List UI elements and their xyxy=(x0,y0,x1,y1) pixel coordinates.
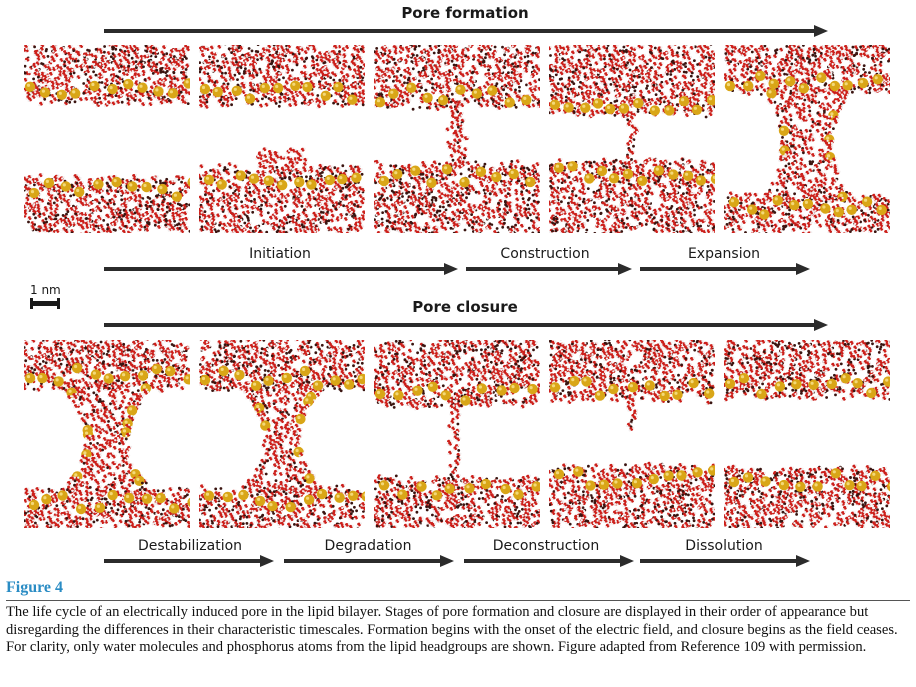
formation-panel-4 xyxy=(549,45,715,233)
dissolution-arrow xyxy=(640,555,810,567)
degradation-arrow xyxy=(284,555,454,567)
pore-formation-arrow xyxy=(104,25,828,37)
expansion-arrow xyxy=(640,263,810,275)
stage-label-degradation: Degradation xyxy=(288,538,448,554)
closure-panel-3 xyxy=(374,340,540,528)
pore-closure-title: Pore closure xyxy=(380,298,550,316)
formation-panel-1 xyxy=(24,45,190,233)
stage-label-construction: Construction xyxy=(465,246,625,262)
stage-label-initiation: Initiation xyxy=(200,246,360,262)
destabilization-arrow xyxy=(104,555,274,567)
figure-label: Figure 4 xyxy=(6,579,63,597)
closure-panel-5 xyxy=(724,340,890,528)
initiation-arrow xyxy=(104,263,458,275)
scale-bar-label: 1 nm xyxy=(30,283,61,297)
closure-panel-4 xyxy=(549,340,715,528)
stage-label-dissolution: Dissolution xyxy=(644,538,804,554)
formation-panel-2 xyxy=(199,45,365,233)
closure-panel-1 xyxy=(24,340,190,528)
closure-panel-2 xyxy=(199,340,365,528)
pore-formation-title: Pore formation xyxy=(380,4,550,22)
deconstruction-arrow xyxy=(464,555,634,567)
caption-rule xyxy=(6,600,910,601)
stage-label-deconstruction: Deconstruction xyxy=(466,538,626,554)
scale-bar xyxy=(30,298,60,309)
stage-label-destabilization: Destabilization xyxy=(110,538,270,554)
construction-arrow xyxy=(466,263,632,275)
figure-caption: The life cycle of an electrically induce… xyxy=(6,604,910,657)
pore-closure-arrow xyxy=(104,319,828,331)
formation-panel-3 xyxy=(374,45,540,233)
formation-panel-5 xyxy=(724,45,890,233)
stage-label-expansion: Expansion xyxy=(644,246,804,262)
